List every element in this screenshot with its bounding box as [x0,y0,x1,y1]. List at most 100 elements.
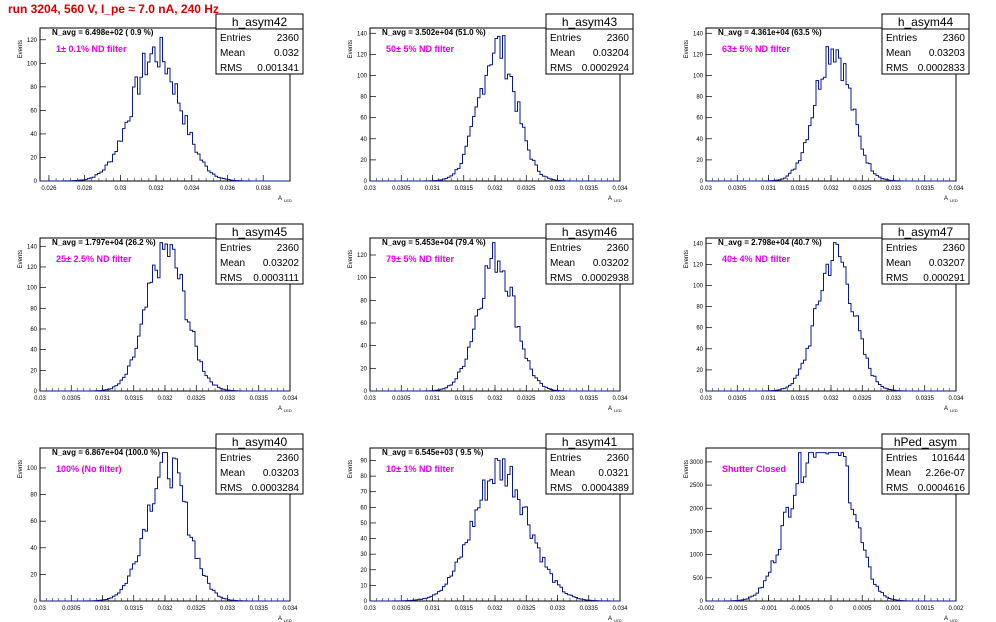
x-axis-title-sub: LED [950,198,958,203]
x-tick-label: 0.033 [550,396,566,402]
stats-entries-label: Entries [220,243,251,254]
histogram-series [370,35,620,182]
stats-mean-label: Mean [550,48,575,59]
x-tick-label: 0.032 [823,186,839,192]
x-axis-title: A [608,196,612,202]
x-tick-label: 0.034 [948,186,964,192]
y-tick-label: 140 [693,241,704,247]
stats-rms-value: 0.0003284 [252,483,300,494]
x-tick-label: 0.0315 [125,396,144,402]
stats-title: h_asym42 [232,15,288,29]
x-axis-title-sub: LED [614,198,622,203]
x-axis-title: A [278,616,282,622]
stats-mean-value: 0.03202 [593,258,630,269]
x-tick-label: 0.0305 [728,186,747,192]
stats-mean-label: Mean [886,48,911,59]
stats-mean-value: 0.0321 [598,468,629,479]
y-tick-label: 40 [360,137,367,143]
x-tick-label: 0.033 [220,396,236,402]
x-tick-label: 0.033 [886,396,902,402]
navg-label: N_avg = 3.502e+04 (51.0 %) [382,28,486,37]
x-axis-title: A [608,616,612,622]
x-axis-title: A [944,196,948,202]
x-tick-label: 0.034 [184,186,200,192]
x-tick-label: 0.033 [886,186,902,192]
y-tick-label: 50 [360,521,367,527]
y-tick-label: 60 [360,116,367,122]
stats-mean-value: 0.03202 [263,258,300,269]
filter-label: 40± 4% ND filter [722,254,790,264]
x-tick-label: 0.0005 [853,606,872,612]
x-tick-label: 0.0305 [392,606,411,612]
y-tick-label: 20 [360,366,367,372]
stats-entries-label: Entries [220,453,251,464]
x-tick-label: -0.001 [760,606,778,612]
y-tick-label: 100 [27,286,38,292]
y-tick-label: 3000 [690,460,704,466]
x-tick-label: -0.002 [697,606,715,612]
stats-mean-value: 0.03207 [929,258,966,269]
navg-label: N_avg = 1.797e+04 (26.2 %) [52,238,156,247]
x-axis-title-sub: LED [284,198,292,203]
x-tick-label: 0.031 [761,186,777,192]
x-tick-label: 0 [829,606,833,612]
stats-title: h_asym47 [898,225,954,239]
x-axis-title: A [944,406,948,412]
x-tick-label: 0.034 [612,396,628,402]
x-tick-label: 0.032 [149,186,165,192]
stats-entries-value: 2360 [943,33,966,44]
y-tick-label: 100 [27,61,38,67]
y-tick-label: 40 [360,537,367,543]
x-tick-label: 0.03 [700,396,712,402]
y-tick-label: 40 [360,344,367,350]
y-tick-label: 120 [27,265,38,271]
stats-rms-value: 0.0002938 [582,273,630,284]
y-tick-label: 40 [30,132,37,138]
y-tick-label: 60 [360,321,367,327]
y-tick-label: 60 [30,327,37,333]
stats-mean-value: 2.26e-07 [926,468,966,479]
stats-box [881,223,970,285]
stats-mean-label: Mean [220,468,245,479]
stats-mean-value: 0.03203 [263,468,300,479]
y-tick-label: 100 [693,283,704,289]
y-tick-label: 140 [27,244,38,250]
y-axis-title: Events [348,250,354,268]
histogram-series [705,452,956,602]
y-tick-label: 40 [696,347,703,353]
y-tick-label: 60 [30,519,37,525]
x-axis-title-sub: LED [614,618,622,622]
y-tick-label: 120 [357,253,368,259]
stats-mean-label: Mean [886,258,911,269]
y-tick-label: 80 [30,493,37,499]
y-tick-label: 1000 [690,553,704,559]
stats-rms-label: RMS [550,483,573,494]
x-tick-label: 0.03 [364,396,376,402]
stats-box [881,433,970,495]
navg-label: N_avg = 6.545e+03 ( 9.5 %) [382,448,484,457]
stats-entries-value: 2360 [607,453,630,464]
y-tick-label: 1500 [690,529,704,535]
stats-entries-value: 2360 [607,33,630,44]
y-axis-title: Events [18,460,24,478]
stats-entries-label: Entries [550,243,581,254]
stats-entries-label: Entries [550,33,581,44]
x-axis-title-sub: LED [614,408,622,413]
navg-label: N_avg = 6.498e+02 ( 0.9 %) [52,28,154,37]
stats-title: h_asym40 [232,435,288,449]
x-tick-label: 0.03 [364,606,376,612]
stats-rms-label: RMS [886,483,909,494]
stats-title: h_asym46 [562,225,618,239]
x-tick-label: 0.036 [220,186,236,192]
stats-mean-label: Mean [550,258,575,269]
y-tick-label: 0 [364,179,368,185]
x-tick-label: 0.031 [425,606,441,612]
y-tick-label: 10 [360,583,367,589]
x-tick-label: 0.031 [95,606,111,612]
stats-rms-value: 0.0002833 [918,63,966,74]
x-axis-title: A [944,616,948,622]
x-tick-label: 0.0325 [853,186,872,192]
x-axis-title: A [278,196,282,202]
x-axis-title: A [278,406,282,412]
